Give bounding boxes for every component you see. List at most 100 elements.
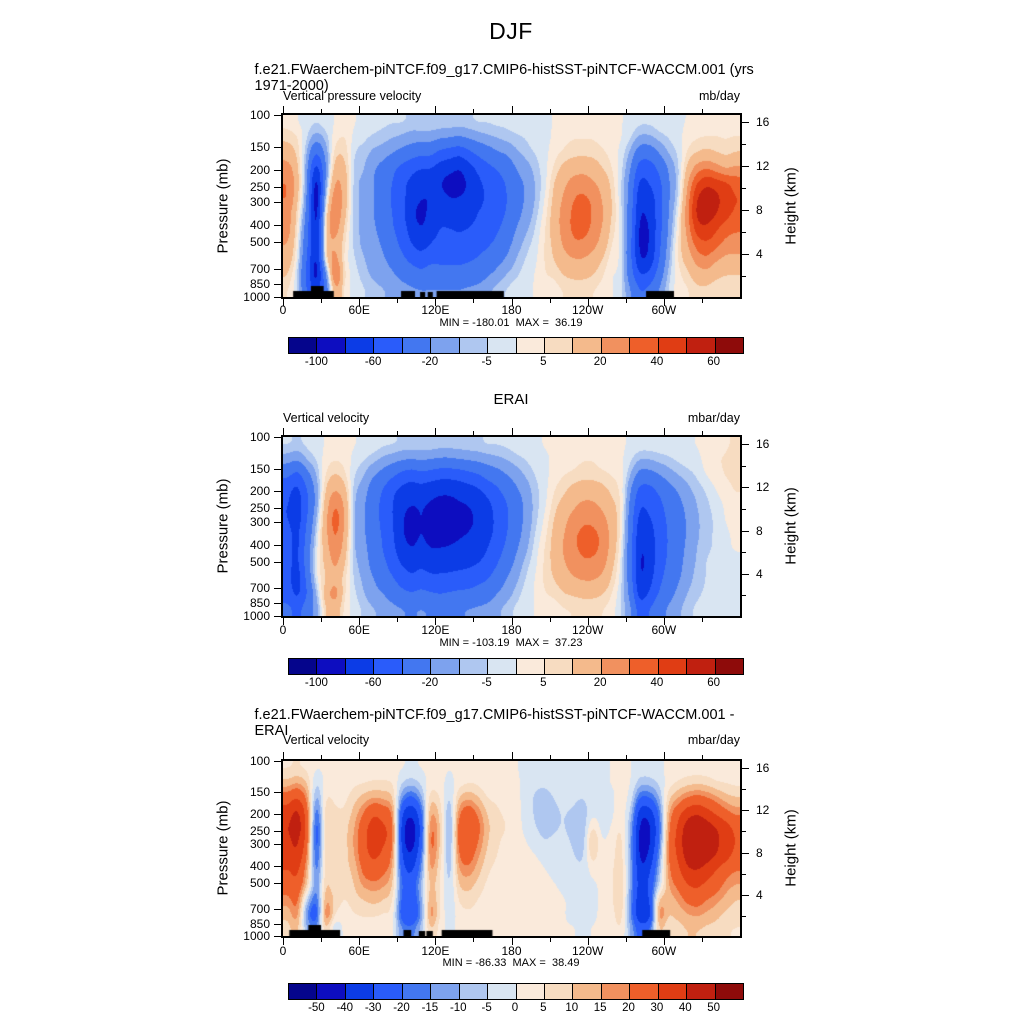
x-tick bbox=[549, 618, 551, 622]
height-tick bbox=[742, 894, 749, 896]
pressure-tick bbox=[274, 936, 281, 937]
height-tick-label: 8 bbox=[756, 523, 763, 538]
height-tick bbox=[742, 487, 749, 489]
pressure-tick-label: 200 bbox=[249, 806, 270, 821]
x-tick bbox=[663, 106, 665, 113]
colorbar-segment bbox=[402, 659, 431, 674]
colorbar-label: -15 bbox=[421, 1002, 439, 1014]
colorbar-segment bbox=[488, 984, 516, 999]
x-tick bbox=[663, 428, 665, 435]
colorbar-segment bbox=[488, 338, 516, 353]
x-tick bbox=[321, 431, 323, 435]
x-tick bbox=[701, 299, 703, 303]
pressure-tick-label: 100 bbox=[249, 108, 270, 122]
x-tick-label: 60E bbox=[348, 623, 370, 637]
x-tick bbox=[701, 109, 703, 113]
colorbar-segment bbox=[658, 984, 687, 999]
x-tick bbox=[359, 106, 361, 113]
colorbar-segment bbox=[573, 659, 601, 674]
pressure-tick-label: 850 bbox=[249, 596, 270, 611]
colorbar-segment bbox=[516, 984, 544, 999]
x-tick bbox=[397, 431, 399, 435]
contour-field-model bbox=[283, 115, 740, 297]
pressure-tick-label: 400 bbox=[249, 859, 270, 874]
pressure-tick bbox=[274, 866, 281, 868]
season-title: DJF bbox=[489, 18, 533, 44]
x-tick bbox=[283, 106, 284, 113]
pressure-tick bbox=[274, 830, 281, 832]
height-minor-tick bbox=[742, 595, 746, 597]
pressure-tick-label: 850 bbox=[249, 916, 270, 931]
pressure-tick bbox=[274, 813, 281, 815]
colorbar-label: -5 bbox=[481, 1002, 492, 1014]
x-tick-label: 120W bbox=[571, 623, 604, 637]
x-tick-label: 0 bbox=[279, 623, 287, 637]
colorbar-segment bbox=[402, 338, 431, 353]
x-tick bbox=[359, 428, 361, 435]
colorbar-label: -20 bbox=[393, 1002, 410, 1014]
height-minor-tick bbox=[742, 831, 746, 833]
x-tick-label: 120E bbox=[421, 623, 450, 637]
x-tick bbox=[511, 618, 513, 625]
height-tick-label: 16 bbox=[756, 115, 770, 130]
height-minor-tick bbox=[742, 552, 746, 554]
pressure-tick-label: 700 bbox=[249, 901, 270, 916]
x-tick bbox=[511, 752, 513, 759]
colorbar-segment bbox=[601, 338, 630, 353]
colorbar-label: -60 bbox=[364, 677, 382, 689]
colorbar-segment bbox=[459, 338, 488, 353]
x-tick bbox=[701, 618, 703, 622]
colorbar-label: 40 bbox=[650, 677, 664, 689]
x-tick bbox=[359, 938, 361, 945]
pressure-tick-label: 150 bbox=[249, 784, 270, 799]
colorbar-segment bbox=[317, 659, 345, 674]
height-tick bbox=[742, 166, 749, 168]
colorbar-segment bbox=[573, 338, 601, 353]
x-tick bbox=[473, 938, 475, 942]
panel2-minmax-stats: MIN = -103.19 MAX = 37.23 bbox=[439, 637, 583, 649]
colorbar-segment bbox=[374, 984, 402, 999]
colorbar-segment bbox=[601, 659, 630, 674]
colorbar-label: -5 bbox=[481, 356, 492, 368]
height-tick-label: 4 bbox=[756, 566, 763, 581]
colorbar-segment bbox=[345, 338, 374, 353]
x-tick bbox=[549, 299, 551, 303]
pressure-tick-label: 100 bbox=[249, 430, 270, 444]
height-tick-label: 12 bbox=[756, 803, 770, 818]
x-tick bbox=[473, 431, 475, 435]
x-tick bbox=[701, 938, 703, 942]
x-tick bbox=[321, 755, 323, 759]
pressure-tick-label: 850 bbox=[249, 277, 270, 292]
colorbar-segment bbox=[687, 338, 715, 353]
panel3-minmax-stats: MIN = -86.33 MAX = 38.49 bbox=[442, 957, 580, 969]
colorbar-label: 60 bbox=[707, 677, 721, 689]
colorbar-label: 5 bbox=[540, 677, 547, 689]
x-tick bbox=[625, 431, 627, 435]
colorbar-segment bbox=[715, 984, 743, 999]
colorbar-label: 40 bbox=[678, 1002, 692, 1014]
x-tick bbox=[549, 431, 551, 435]
panel2-height-axis-title: Height (km) bbox=[782, 487, 800, 565]
plot-frame bbox=[281, 759, 742, 938]
pressure-tick-label: 250 bbox=[249, 180, 270, 195]
colorbar-label: -20 bbox=[421, 677, 439, 689]
x-tick bbox=[397, 755, 399, 759]
x-tick bbox=[663, 938, 665, 945]
panel1-field-label: Vertical pressure velocity bbox=[283, 89, 422, 103]
x-tick-label: 180 bbox=[501, 623, 522, 637]
pressure-tick bbox=[274, 115, 281, 116]
x-tick-label: 120E bbox=[421, 303, 450, 317]
x-tick bbox=[625, 618, 627, 622]
x-tick-label: 180 bbox=[501, 944, 522, 958]
colorbar-segment bbox=[715, 338, 743, 353]
x-tick bbox=[549, 109, 551, 113]
panel1-height-axis-title: Height (km) bbox=[782, 167, 800, 245]
colorbar-segment bbox=[431, 338, 459, 353]
height-minor-tick bbox=[742, 465, 746, 467]
pressure-tick bbox=[274, 468, 281, 470]
x-tick bbox=[321, 109, 323, 113]
x-tick bbox=[359, 618, 361, 625]
x-tick bbox=[701, 431, 703, 435]
panel1-units-label: mb/day bbox=[699, 89, 740, 103]
